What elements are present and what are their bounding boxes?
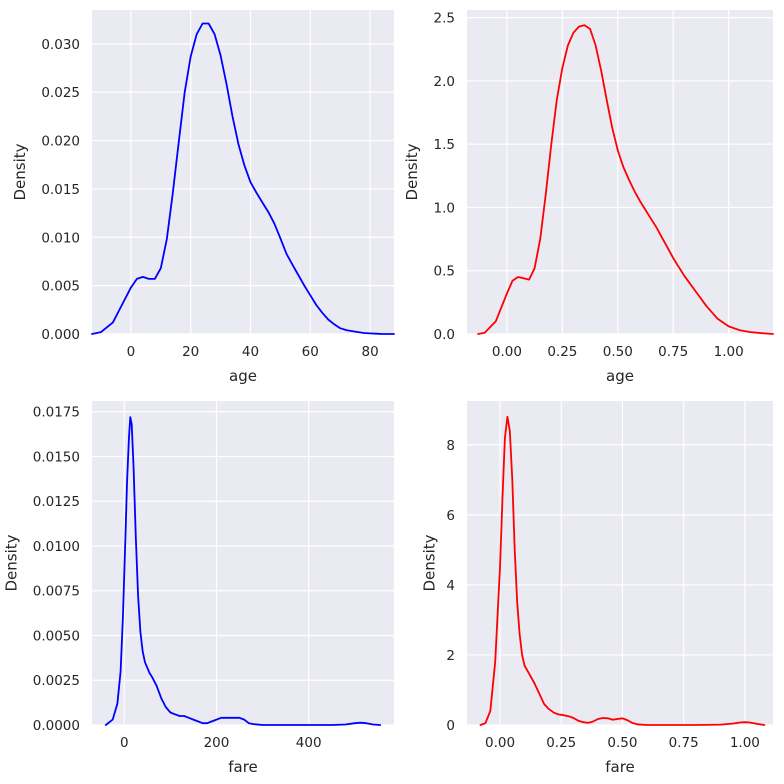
y-tick-label: 0.0025 bbox=[33, 673, 80, 689]
y-tick-label: 1.0 bbox=[434, 200, 455, 216]
y-tick-label: 6 bbox=[446, 508, 455, 524]
plot-area bbox=[92, 10, 394, 334]
subplot-3: 0 200 400 0.0000 0.0025 0.0050 0.0075 0.0100 0.0… bbox=[2, 401, 394, 776]
x-tick-label: 0.00 bbox=[492, 344, 522, 360]
y-tick-label: 2.5 bbox=[434, 11, 455, 27]
x-tick-label: 1.00 bbox=[714, 344, 744, 360]
x-tick-label: 0.75 bbox=[669, 735, 699, 751]
x-tick-label: 0 bbox=[120, 735, 129, 751]
y-tick-label: 0.5 bbox=[434, 264, 455, 280]
y-tick-label: 0.0075 bbox=[33, 584, 80, 600]
density-curve bbox=[104, 416, 382, 726]
x-tick-label: 0.50 bbox=[607, 735, 637, 751]
subplot-1: 0 20 40 60 80 0.000 0.005 0.010 0.015 0.020 0.025 0… bbox=[11, 10, 395, 385]
y-tick-label: 0.0050 bbox=[33, 628, 80, 644]
x-tick-label: 80 bbox=[361, 344, 378, 360]
density-curve bbox=[91, 22, 395, 335]
plot-area bbox=[92, 401, 394, 725]
x-tick-label: 0.50 bbox=[603, 344, 633, 360]
y-tick-label: 0.0175 bbox=[33, 405, 80, 421]
y-tick-label: 0.020 bbox=[41, 134, 80, 150]
y-tick-label: 0.010 bbox=[41, 230, 80, 246]
y-tick-label: 0.000 bbox=[41, 327, 80, 343]
x-tick-label: 1.00 bbox=[730, 735, 760, 751]
y-axis-label: Density bbox=[2, 534, 20, 591]
plot-area bbox=[467, 10, 773, 334]
x-axis-label: age bbox=[606, 367, 634, 385]
y-tick-label: 0 bbox=[446, 718, 455, 734]
y-tick-label: 0.0150 bbox=[33, 449, 80, 465]
x-tick-label: 200 bbox=[204, 735, 230, 751]
x-tick-label: 400 bbox=[296, 735, 322, 751]
y-axis-label: Density bbox=[420, 534, 438, 591]
x-axis-label: fare bbox=[605, 758, 635, 776]
y-tick-label: 0.005 bbox=[41, 279, 80, 295]
y-tick-label: 0.0125 bbox=[33, 494, 80, 510]
x-tick-label: 0.25 bbox=[547, 344, 577, 360]
y-tick-label: 2 bbox=[446, 648, 455, 664]
subplot-2: 0.00 0.25 0.50 0.75 1.00 0.0 0.5 1.0 1.5 2.0 2.5 ag… bbox=[403, 10, 774, 385]
x-tick-label: 0 bbox=[127, 344, 136, 360]
y-axis-label: Density bbox=[11, 143, 29, 200]
x-tick-label: 40 bbox=[242, 344, 259, 360]
subplot-4: 0.00 0.25 0.50 0.75 1.00 0 2 4 6 8 fare Density bbox=[420, 401, 773, 776]
y-tick-label: 2.0 bbox=[434, 74, 455, 90]
x-axis-label: age bbox=[229, 367, 257, 385]
y-tick-label: 0.0 bbox=[434, 327, 455, 343]
y-tick-label: 0.0000 bbox=[33, 718, 80, 734]
y-tick-label: 0.015 bbox=[41, 182, 80, 198]
x-tick-label: 60 bbox=[302, 344, 319, 360]
y-tick-label: 1.5 bbox=[434, 137, 455, 153]
y-tick-label: 4 bbox=[446, 578, 455, 594]
x-tick-label: 0.00 bbox=[485, 735, 515, 751]
plot-area bbox=[467, 401, 773, 725]
y-axis-label: Density bbox=[403, 143, 421, 200]
density-curve bbox=[477, 24, 774, 335]
y-tick-label: 0.025 bbox=[41, 85, 80, 101]
x-tick-label: 0.25 bbox=[546, 735, 576, 751]
x-axis-label: fare bbox=[228, 758, 258, 776]
y-tick-label: 0.030 bbox=[41, 37, 80, 53]
y-tick-label: 0.0100 bbox=[33, 539, 80, 555]
x-tick-label: 20 bbox=[182, 344, 199, 360]
y-tick-label: 8 bbox=[446, 438, 455, 454]
density-curve bbox=[479, 415, 766, 726]
x-tick-label: 0.75 bbox=[658, 344, 688, 360]
